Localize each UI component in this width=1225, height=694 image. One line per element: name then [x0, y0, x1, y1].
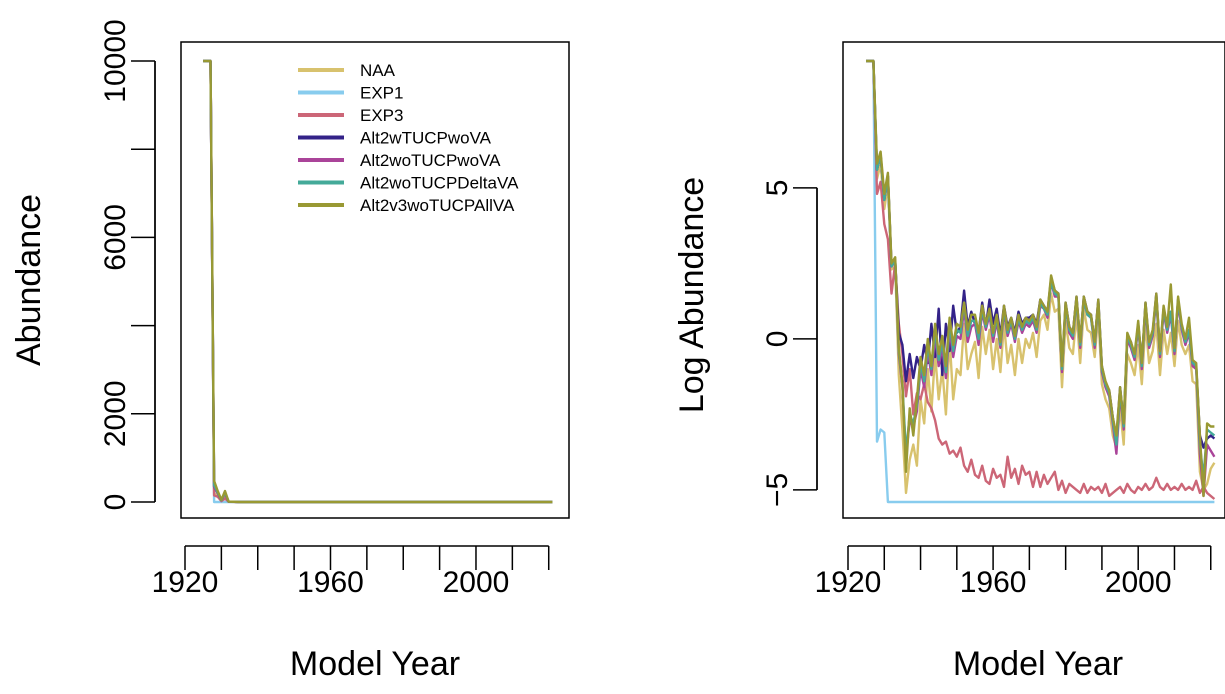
- series-group: [203, 59, 553, 504]
- y-axis: −5 0 5: [761, 180, 818, 507]
- x-axis-title: Model Year: [953, 645, 1123, 683]
- x-axis: 1920 1960 2000: [815, 545, 1212, 599]
- series-line-naa: [203, 59, 553, 504]
- x-tick-label: 2000: [1105, 566, 1172, 599]
- x-tick-label: 2000: [443, 566, 510, 599]
- y-tick-label: 6000: [99, 204, 132, 271]
- y-tick-label: 10000: [99, 19, 132, 102]
- legend-label: Alt2woTUCPwoVA: [360, 151, 501, 170]
- legend-label: Alt2wTUCPwoVA: [360, 129, 492, 148]
- series-group: [866, 59, 1216, 504]
- series-line-exp1: [203, 59, 553, 504]
- y-tick-label: −5: [761, 473, 794, 507]
- x-tick-label: 1920: [815, 566, 882, 599]
- y-tick-label: 2000: [99, 380, 132, 447]
- series-line-exp3: [866, 59, 1216, 500]
- x-axis-title: Model Year: [290, 645, 460, 683]
- legend-label: EXP3: [360, 106, 403, 125]
- series-line-alt2wotucpdeltava: [866, 59, 1216, 479]
- x-axis: 1920 1960 2000: [152, 545, 550, 599]
- series-line-alt2wotucpwova: [203, 59, 553, 504]
- series-line-alt2v3wotucpallva: [866, 59, 1215, 498]
- series-line-exp3: [203, 59, 553, 504]
- y-axis-title: Log Abundance: [673, 177, 711, 413]
- legend-label: NAA: [360, 61, 396, 80]
- x-tick-label: 1960: [297, 566, 364, 599]
- x-tick-label: 1920: [152, 566, 219, 599]
- legend: NAA EXP1 EXP3 Alt2wTUCPwoVA Alt2woTUCPwoVA Al…: [298, 61, 519, 215]
- series-line-alt2wtucpwova: [203, 59, 553, 504]
- series-line-alt2v3wotucpallva: [203, 59, 553, 504]
- legend-label: Alt2v3woTUCPAllVA: [360, 196, 515, 215]
- series-line-alt2wotucpdeltava: [203, 59, 553, 504]
- series-line-naa: [866, 59, 1216, 495]
- y-axis-title: Abundance: [10, 194, 48, 366]
- y-tick-label: 0: [99, 494, 132, 511]
- plot-frame: [842, 41, 1225, 519]
- plot-frame: [180, 41, 570, 519]
- y-tick-label: 0: [761, 331, 794, 348]
- x-tick-label: 1960: [960, 566, 1027, 599]
- legend-label: Alt2woTUCPDeltaVA: [360, 174, 519, 193]
- chart-panel-1: 1920 1960 2000 0 2000 6000 10000 Model Year Abun…: [10, 19, 570, 683]
- y-tick-label: 5: [761, 180, 794, 197]
- legend-label: EXP1: [360, 84, 403, 103]
- chart-panel-2: 1920 1960 2000 −5 0 5 Model Year Log Abundance: [673, 41, 1225, 683]
- y-axis: 0 2000 6000 10000: [99, 19, 156, 511]
